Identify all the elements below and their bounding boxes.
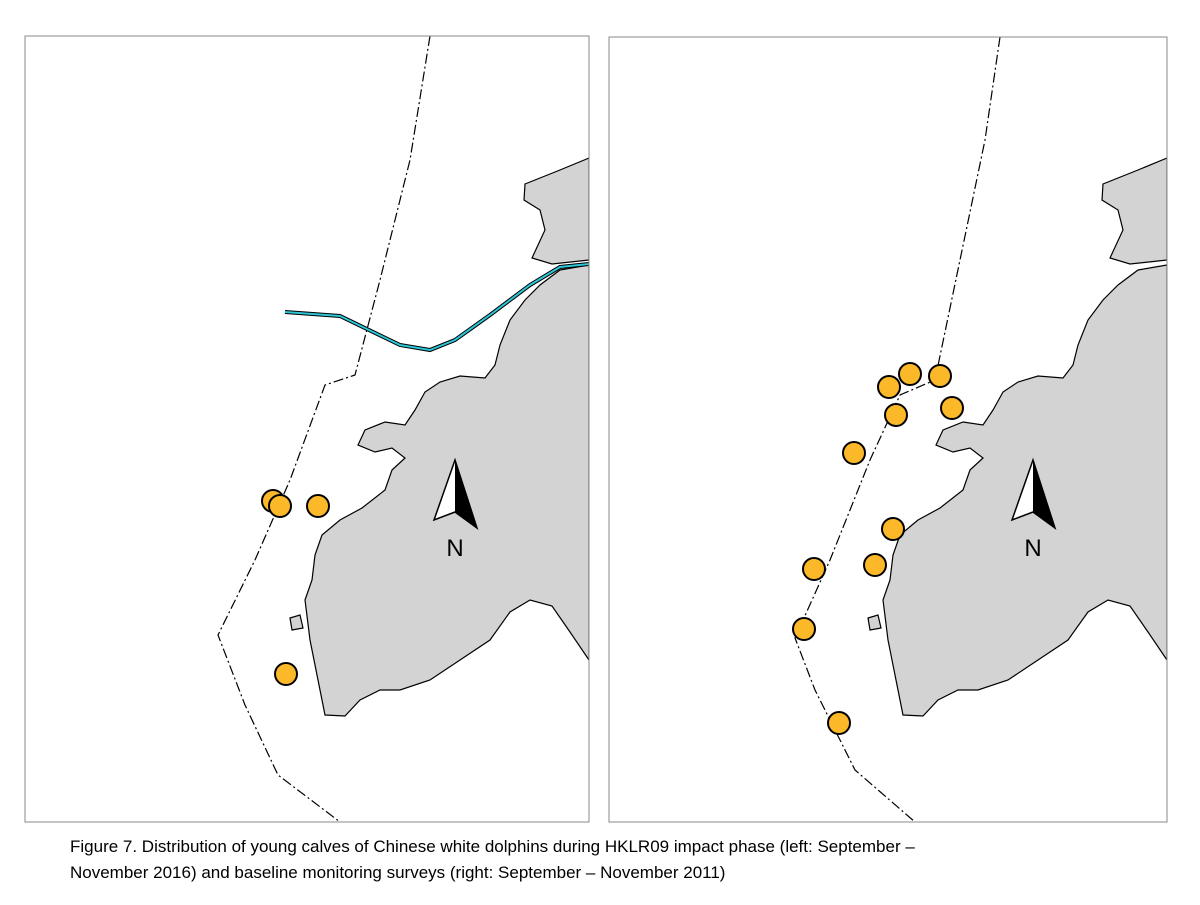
sighting bbox=[884, 403, 908, 427]
sighting bbox=[877, 375, 901, 399]
sighting bbox=[827, 711, 851, 735]
sighting bbox=[928, 364, 952, 388]
sighting bbox=[842, 441, 866, 465]
caption-line: Figure 7. Distribution of young calves o… bbox=[70, 837, 915, 856]
right-map: N bbox=[608, 36, 1168, 823]
sighting bbox=[881, 517, 905, 541]
sighting bbox=[898, 362, 922, 386]
sighting bbox=[940, 396, 964, 420]
north-label: N bbox=[446, 535, 463, 562]
north-label: N bbox=[1024, 535, 1041, 562]
sighting bbox=[863, 553, 887, 577]
panel-frame bbox=[24, 35, 590, 823]
sighting bbox=[268, 494, 292, 518]
sighting bbox=[274, 662, 298, 686]
sighting bbox=[792, 617, 816, 641]
sighting bbox=[306, 494, 330, 518]
panel-frame bbox=[608, 36, 1168, 823]
left-map: N bbox=[24, 35, 590, 823]
caption-line: November 2016) and baseline monitoring s… bbox=[70, 863, 725, 882]
sighting bbox=[802, 557, 826, 581]
